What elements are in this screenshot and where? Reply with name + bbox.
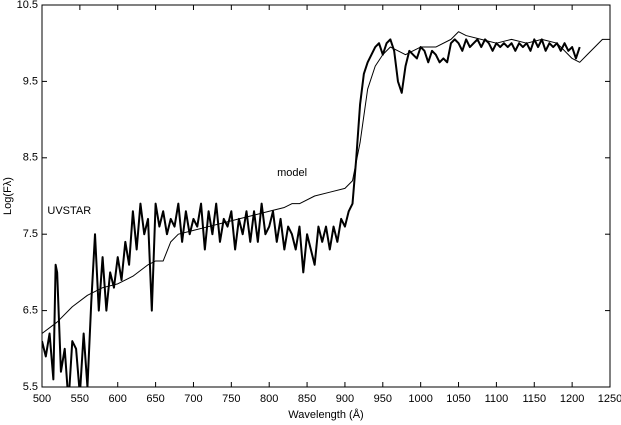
y-tick-label: 8.5 [23, 152, 38, 164]
x-tick-label: 950 [374, 393, 392, 405]
x-tick-label: 750 [222, 393, 240, 405]
series-line [42, 31, 610, 334]
y-tick-label: 5.5 [23, 381, 38, 393]
x-tick-label: 1050 [446, 393, 470, 405]
x-tick-label: 800 [260, 393, 278, 405]
y-axis-label: Log(Fλ) [2, 177, 14, 215]
x-tick-label: 1250 [598, 393, 621, 405]
series-line [42, 38, 581, 387]
x-tick-label: 1150 [522, 393, 546, 405]
y-tick-label: 7.5 [23, 228, 38, 240]
x-axis-label: Wavelength (Å) [288, 408, 363, 421]
x-tick-label: 500 [33, 393, 51, 405]
x-tick-label: 650 [146, 393, 164, 405]
y-tick-label: 6.5 [23, 305, 38, 317]
series-label: UVSTAR [47, 205, 91, 217]
x-tick-label: 700 [184, 393, 202, 405]
x-tick-label: 1000 [408, 393, 432, 405]
x-tick-label: 1200 [560, 393, 584, 405]
x-tick-label: 550 [71, 393, 89, 405]
y-tick-label: 9.5 [23, 75, 38, 87]
plot-area [42, 31, 610, 387]
y-tick-label: 10.5 [17, 0, 38, 11]
series-label: model [277, 167, 307, 179]
plot-frame [41, 4, 611, 388]
x-tick-label: 850 [298, 393, 316, 405]
x-tick-label: 1100 [485, 393, 509, 405]
x-tick-label: 600 [109, 393, 127, 405]
x-tick-label: 900 [336, 393, 354, 405]
